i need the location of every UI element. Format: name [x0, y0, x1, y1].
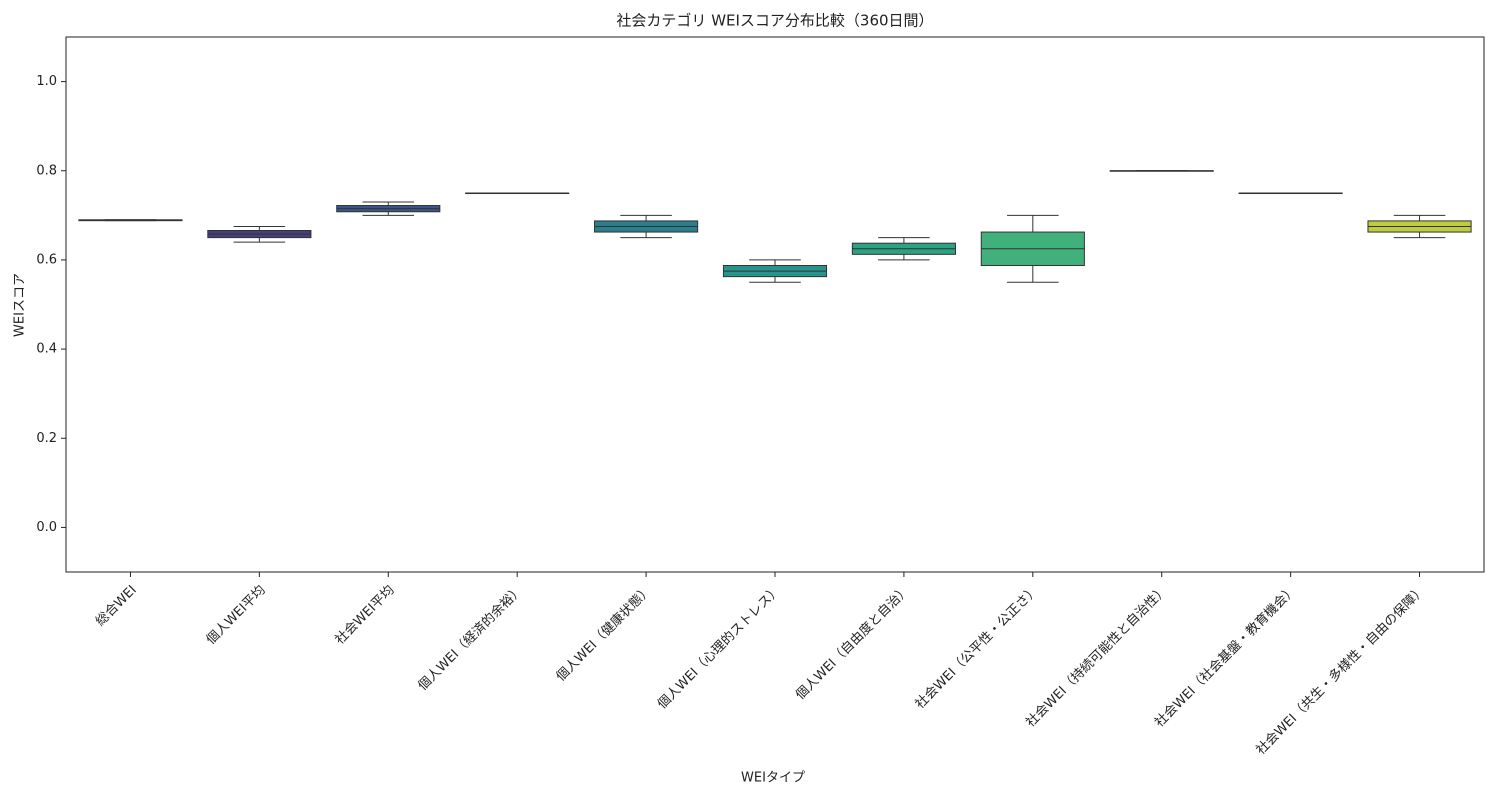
x-tick-label: 個人WEI（心理的ストレス）: [654, 582, 784, 712]
x-tick-label: 個人WEI（自由度と自治）: [792, 582, 913, 703]
y-tick-label: 0.4: [36, 342, 57, 357]
x-tick-label: 個人WEI平均: [204, 583, 269, 648]
y-tick-label: 0.6: [36, 252, 57, 267]
x-tick-label: 社会WEI平均: [332, 582, 398, 648]
x-tick-label: 個人WEI（健康状態）: [553, 582, 655, 684]
x-axis-label: WEIタイプ: [741, 771, 805, 786]
plot-frame: [65, 36, 1485, 573]
y-tick-label: 1.0: [36, 74, 57, 89]
y-tick-label: 0.8: [36, 163, 57, 178]
x-tick-label: 社会WEI（公平性・公正さ）: [912, 582, 1042, 712]
x-tick-label: 社会WEI（社会基盤・教育機会）: [1152, 582, 1300, 730]
x-tick-label: 総合WEI: [93, 583, 140, 630]
chart-title: 社会カテゴリ WEIスコア分布比較（360日間）: [616, 12, 933, 30]
y-axis-label: WEIスコア: [13, 273, 28, 337]
x-tick-label: 社会WEI（持続可能性と自治性）: [1023, 582, 1171, 730]
x-tick-label: 個人WEI（経済的余裕）: [415, 582, 527, 694]
y-tick-label: 0.2: [36, 431, 57, 446]
y-tick-label: 0.0: [36, 520, 57, 535]
